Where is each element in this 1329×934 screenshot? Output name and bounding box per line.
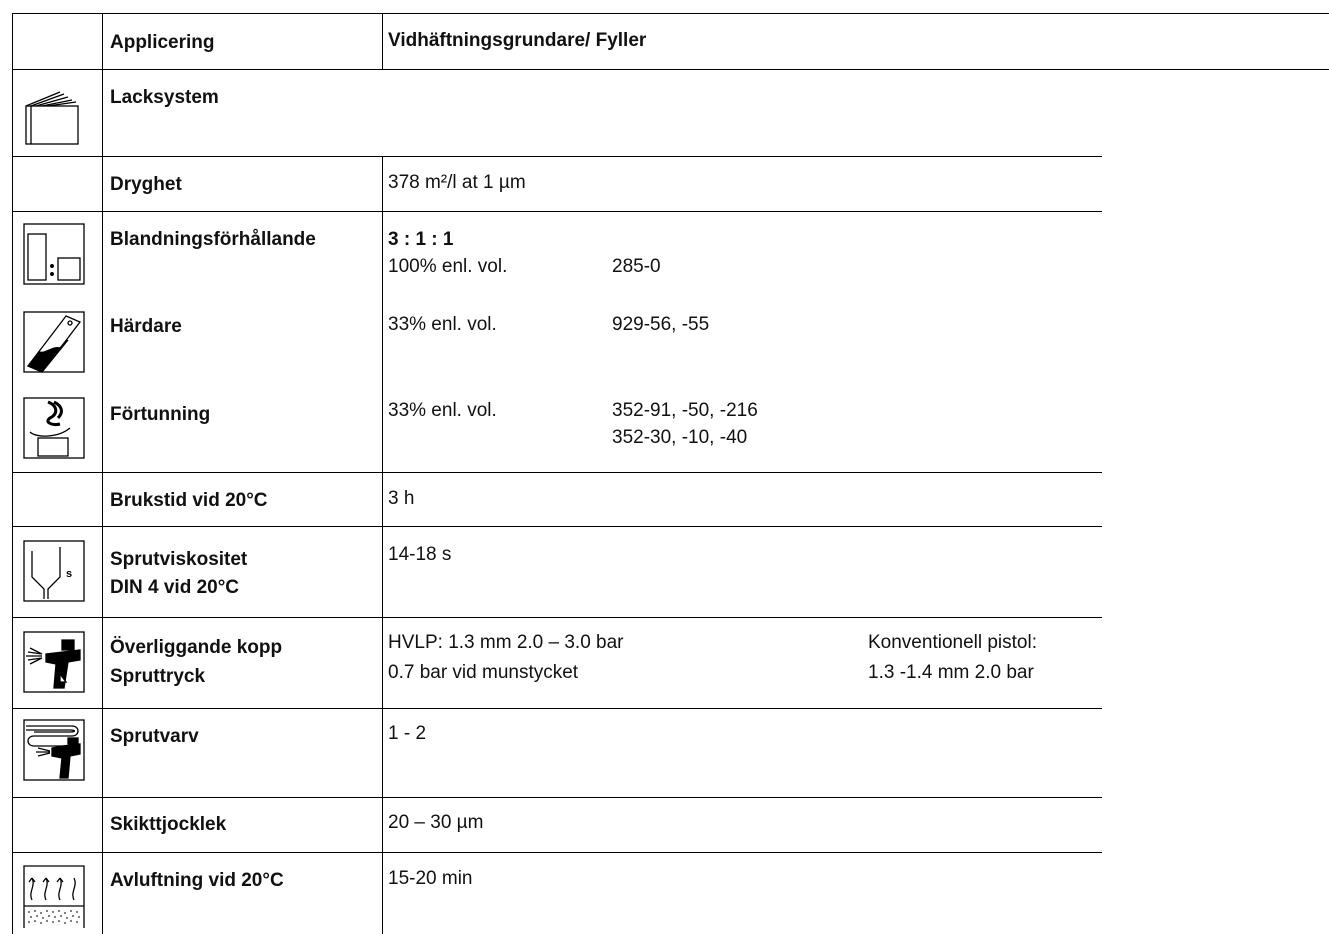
row-label-mixing-ratio: Blandningsförhållande (110, 229, 316, 250)
svg-text:s: s (66, 568, 72, 580)
spray-gun-icon (22, 630, 86, 694)
base-amount: 100% enl. vol. (388, 256, 508, 277)
flash-off-value: 15-20 min (388, 868, 473, 889)
row-label-thinner: Förtunning (110, 404, 211, 425)
pot-life-value: 3 h (388, 488, 415, 509)
base-code: 285-0 (612, 256, 661, 277)
viscosity-cup-icon: s (22, 539, 86, 603)
row-label-viscosity-line2: DIN 4 vid 20°C (110, 577, 240, 598)
thinner-icon (22, 396, 86, 460)
paint-layers-icon (22, 82, 86, 146)
row-label-gravity-cup-line2: Spruttryck (110, 666, 206, 687)
coats-value: 1 - 2 (388, 723, 427, 744)
mixing-ratio-value: 3 : 1 : 1 (388, 229, 454, 250)
row-label-coats: Sprutvarv (110, 726, 199, 747)
hardener-can-icon (22, 310, 86, 374)
column-header-product: Vidhäftningsgrundare/ Fyller (388, 30, 647, 51)
column-header-application: Applicering (110, 32, 215, 53)
row-label-paint-system: Lacksystem (110, 87, 219, 108)
row-label-flash-off: Avluftning vid 20°C (110, 870, 284, 891)
flash-off-icon (22, 864, 86, 928)
thinner-code-line1: 352-91, -50, -216 (612, 400, 758, 421)
row-label-pot-life: Brukstid vid 20°C (110, 490, 268, 511)
row-label-gravity-cup-line1: Överliggande kopp (110, 637, 283, 658)
film-thickness-value: 20 – 30 µm (388, 812, 484, 833)
hardener-amount: 33% enl. vol. (388, 314, 497, 335)
row-label-hardener: Härdare (110, 316, 182, 337)
spray-coats-icon (22, 718, 86, 782)
row-label-viscosity-line1: Sprutviskositet (110, 549, 248, 570)
conventional-line2: 1.3 -1.4 mm 2.0 bar (868, 662, 1034, 683)
row-label-coverage: Dryghet (110, 174, 182, 195)
coverage-value: 378 m²/l at 1 µm (388, 172, 526, 193)
thinner-code-line2: 352-30, -10, -40 (612, 427, 748, 448)
thinner-amount: 33% enl. vol. (388, 400, 497, 421)
hardener-code: 929-56, -55 (612, 314, 710, 335)
hvlp-line2: 0.7 bar vid munstycket (388, 662, 579, 683)
mixing-containers-icon (22, 222, 86, 286)
row-label-film-thickness: Skikttjocklek (110, 814, 227, 835)
hvlp-line1: HVLP: 1.3 mm 2.0 – 3.0 bar (388, 632, 624, 653)
viscosity-value: 14-18 s (388, 544, 452, 565)
conventional-line1: Konventionell pistol: (868, 632, 1037, 653)
